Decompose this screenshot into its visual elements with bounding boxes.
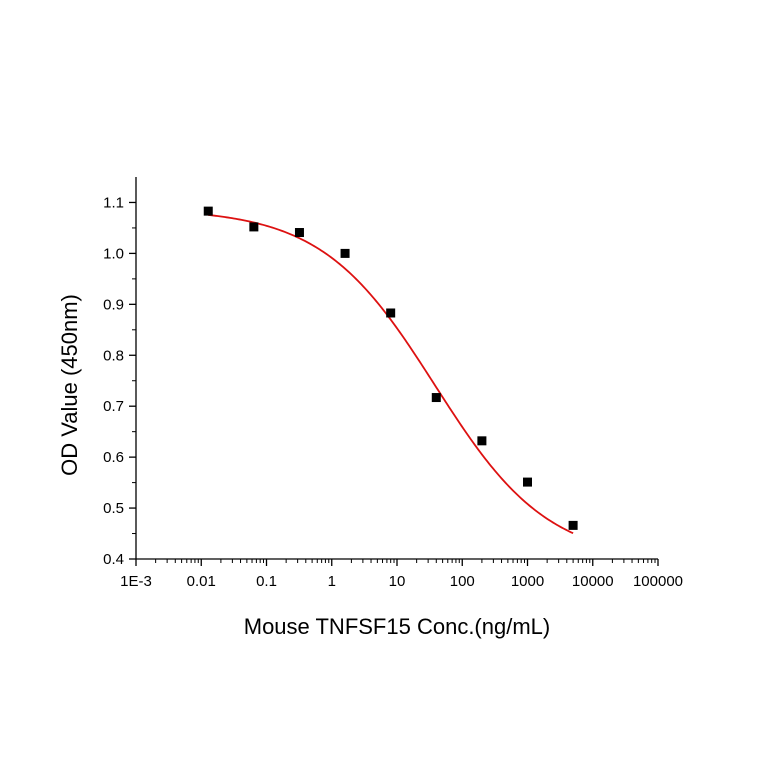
y-tick-label: 1.0 [103, 245, 124, 262]
data-point [386, 308, 396, 318]
fit-curve [208, 214, 574, 535]
y-tick-label: 0.7 [103, 398, 124, 415]
data-point [249, 222, 259, 232]
x-tick-label: 1E-3 [120, 573, 152, 590]
y-tick-label: 0.6 [103, 449, 124, 466]
fit-curve-layer [208, 214, 574, 535]
y-tick-label: 1.1 [103, 194, 124, 211]
data-point [477, 436, 487, 446]
y-tick-label: 0.5 [103, 500, 124, 517]
data-points [203, 206, 578, 530]
x-tick-label: 1 [328, 573, 336, 590]
y-tick-label: 0.4 [103, 551, 124, 568]
x-tick-label: 10000 [572, 573, 614, 590]
data-point [340, 248, 350, 258]
x-axis-ticks: 1E-3 0.01 0.1 1 10 100 1000 10000 100000 [120, 559, 683, 590]
data-point [523, 477, 532, 487]
y-axis-ticks: 0.4 0.5 0.6 0.7 0.8 0.9 1.0 1.1 [103, 194, 136, 568]
data-point [568, 520, 578, 530]
x-tick-label: 0.01 [187, 573, 216, 590]
x-axis-label: Mouse TNFSF15 Conc.(ng/mL) [244, 614, 550, 639]
x-tick-label: 0.1 [256, 573, 277, 590]
data-point [203, 206, 213, 216]
data-point [294, 228, 304, 238]
y-tick-label: 0.8 [103, 347, 124, 364]
x-tick-label: 100000 [633, 573, 683, 590]
data-point [431, 393, 441, 403]
x-tick-label: 10 [389, 573, 406, 590]
x-tick-label: 1000 [511, 573, 544, 590]
y-tick-label: 0.9 [103, 296, 124, 313]
axes [135, 177, 658, 560]
x-tick-label: 100 [450, 573, 475, 590]
y-axis-label: OD Value (450nm) [57, 294, 82, 476]
